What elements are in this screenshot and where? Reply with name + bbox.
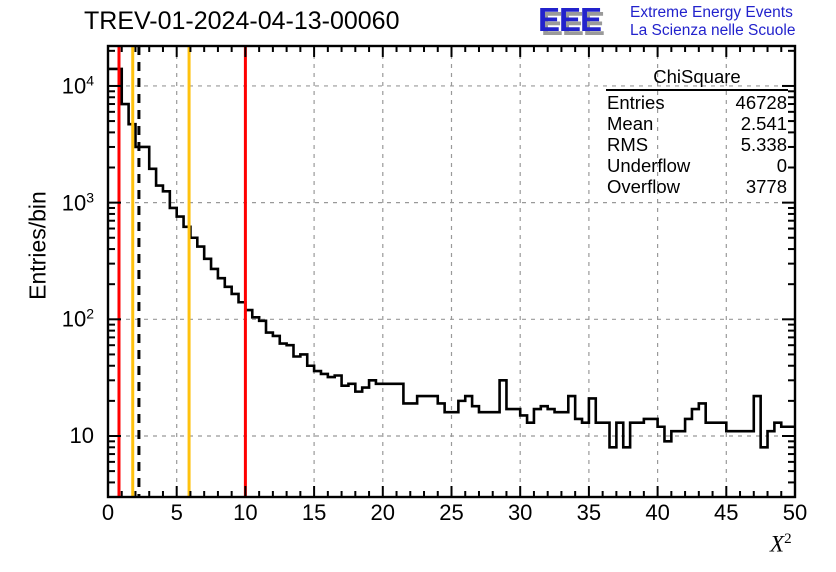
x-axis-title-text: X bbox=[770, 531, 785, 557]
x-tick-label: 40 bbox=[645, 500, 670, 525]
eee-logo: EEE EEE Extreme Energy Events La Scienza… bbox=[538, 2, 830, 40]
stats-row-key: Mean bbox=[607, 113, 654, 134]
x-tick-label: 5 bbox=[170, 500, 183, 525]
stats-row: Mean 2.541 bbox=[604, 113, 790, 134]
histogram-curve bbox=[108, 67, 795, 449]
x-axis-title-sup: 2 bbox=[784, 531, 792, 547]
stats-row-value: 3778 bbox=[745, 176, 787, 197]
eee-logo-line1: Extreme Energy Events bbox=[630, 4, 793, 21]
eee-logo-mark: EEE bbox=[538, 1, 602, 38]
stats-row-value: 5.338 bbox=[740, 134, 787, 155]
x-tick-label: 25 bbox=[439, 500, 464, 525]
stats-row-value: 0 bbox=[776, 155, 787, 176]
stats-row-key: Entries bbox=[607, 92, 665, 113]
y-tick-label-exponent: 2 bbox=[86, 305, 94, 322]
stats-title: ChiSquare bbox=[606, 66, 788, 91]
stats-row: RMS 5.338 bbox=[604, 134, 790, 155]
stats-rows: Entries 46728 Mean 2.541 RMS 5.338 Underflow 0 O… bbox=[604, 92, 790, 197]
x-tick-label: 45 bbox=[714, 500, 739, 525]
y-tick-label: 102 bbox=[0, 306, 94, 333]
x-tick-label: 35 bbox=[576, 500, 602, 525]
stats-row-key: Underflow bbox=[607, 155, 691, 176]
x-axis-title: X2 bbox=[770, 531, 792, 558]
stats-row: Overflow 3778 bbox=[604, 176, 790, 197]
x-tick-label: 15 bbox=[301, 500, 327, 525]
stats-box: ChiSquare Entries 46728 Mean 2.541 RMS 5.338 U… bbox=[604, 66, 790, 197]
y-tick-label-base: 10 bbox=[69, 422, 94, 448]
eee-logo-mark-shadow: EEE bbox=[541, 5, 605, 42]
eee-logo-line2: La Scienza nelle Scuole bbox=[630, 22, 796, 39]
stats-row-value: 46728 bbox=[735, 92, 787, 113]
page-title: TREV-01-2024-04-13-00060 bbox=[84, 7, 400, 35]
stats-row: Entries 46728 bbox=[604, 92, 790, 113]
stats-row-key: RMS bbox=[607, 134, 649, 155]
stats-row-key: Overflow bbox=[607, 176, 680, 197]
stats-row: Underflow 0 bbox=[604, 155, 790, 176]
y-tick-label: 104 bbox=[0, 72, 94, 99]
stats-row-value: 2.541 bbox=[740, 113, 787, 134]
y-tick-label: 103 bbox=[0, 189, 94, 216]
x-tick-label: 30 bbox=[507, 500, 533, 525]
x-tick-label: 20 bbox=[370, 500, 396, 525]
y-tick-label-base: 10 bbox=[61, 190, 87, 216]
x-tick-label: 50 bbox=[782, 500, 808, 525]
y-tick-label-base: 10 bbox=[61, 73, 87, 99]
y-tick-label-exponent: 4 bbox=[86, 72, 94, 89]
x-tick-label: 10 bbox=[233, 500, 258, 525]
y-tick-label-base: 10 bbox=[61, 306, 87, 332]
y-tick-label-exponent: 3 bbox=[86, 188, 94, 205]
y-tick-label: 10 bbox=[0, 423, 94, 449]
x-tick-label: 0 bbox=[101, 500, 115, 525]
